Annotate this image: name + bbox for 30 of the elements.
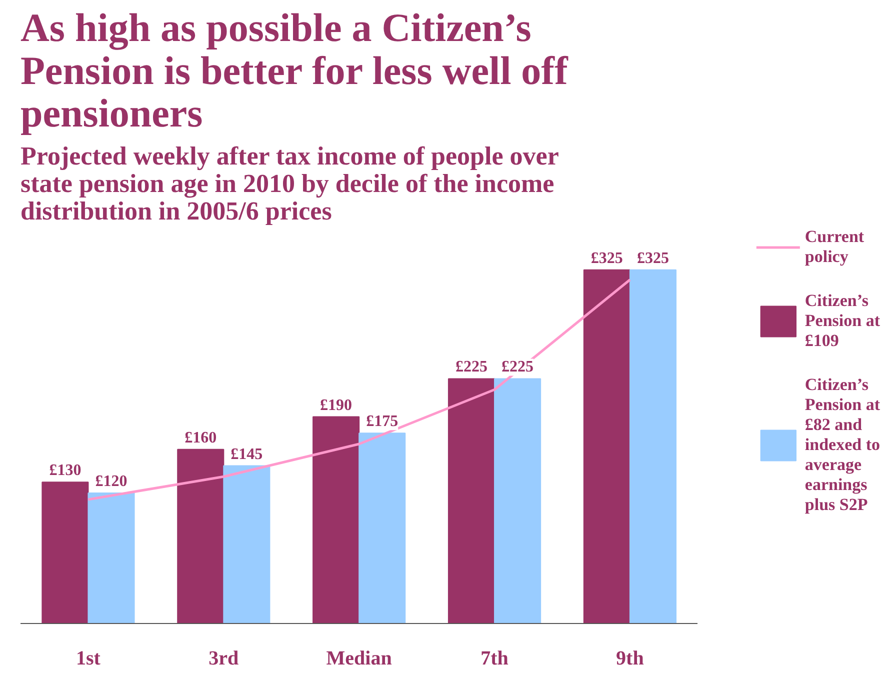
data-label: £190 (320, 396, 352, 414)
bar (448, 378, 496, 624)
legend-label: Citizen’s Pension at £109 (804, 291, 880, 351)
bar (312, 416, 360, 624)
x-tick-label: 9th (616, 648, 644, 670)
bar (629, 269, 676, 624)
chart-subtitle: Projected weekly after tax income of people over state pension age in 2010 by decile of the income distribution in 2005/6 prices (20, 141, 559, 226)
data-label: £325 (590, 250, 623, 267)
bar (88, 492, 135, 624)
legend-label: Citizen’s Pension at £82 and indexed to average earnings plus S2P (804, 375, 880, 515)
x-tick-label: 7th (480, 648, 508, 670)
bar (494, 378, 542, 624)
data-label: £145 (230, 446, 263, 463)
bar (177, 448, 224, 624)
bar (42, 482, 89, 624)
data-label: £225 (502, 358, 534, 376)
data-label: £325 (636, 250, 669, 267)
bar (223, 465, 270, 624)
data-label: £225 (455, 358, 488, 376)
chart-title: As high as possible a Citizen’s Pension is better for less well off pensioners (20, 5, 569, 136)
x-tick-label: 3rd (208, 648, 239, 670)
data-label: £120 (95, 472, 128, 490)
bar (583, 269, 630, 624)
x-tick-label: Median (326, 648, 392, 670)
legend-label: Current policy (804, 227, 864, 267)
data-label: £160 (184, 429, 217, 446)
data-label: £175 (366, 413, 398, 430)
bar (358, 432, 406, 624)
data-label: £130 (49, 462, 82, 480)
x-tick-label: 1st (76, 648, 101, 670)
